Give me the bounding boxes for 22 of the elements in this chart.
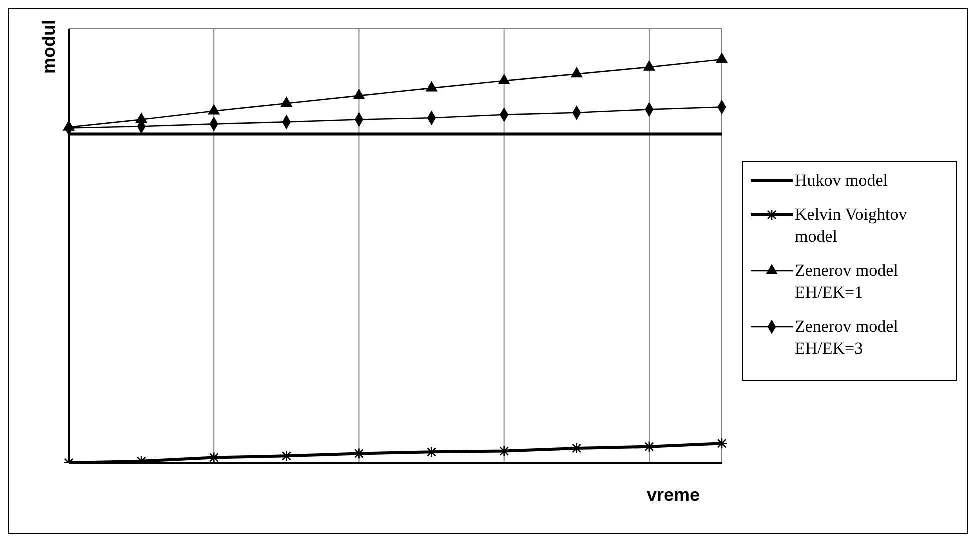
point	[498, 446, 510, 457]
legend-label: Kelvin Voightov model	[795, 204, 908, 248]
point	[643, 60, 656, 71]
point	[208, 452, 220, 463]
point	[208, 104, 220, 115]
point	[353, 88, 366, 100]
point	[571, 442, 583, 454]
point	[281, 450, 292, 462]
point	[716, 52, 728, 64]
point	[498, 74, 510, 85]
point	[426, 81, 438, 92]
x-axis-title: vreme	[646, 485, 700, 505]
point	[280, 96, 293, 108]
point	[426, 446, 438, 458]
legend-label: Zenerov model EH/EK=1	[795, 260, 900, 304]
point	[716, 438, 728, 450]
legend-label: Zenerov model EH/EK=3	[795, 316, 900, 360]
point	[644, 441, 656, 453]
point	[570, 67, 583, 78]
y-axis-title: modul	[38, 20, 59, 74]
legend-label: Hukov model	[795, 170, 888, 192]
point	[354, 448, 365, 460]
